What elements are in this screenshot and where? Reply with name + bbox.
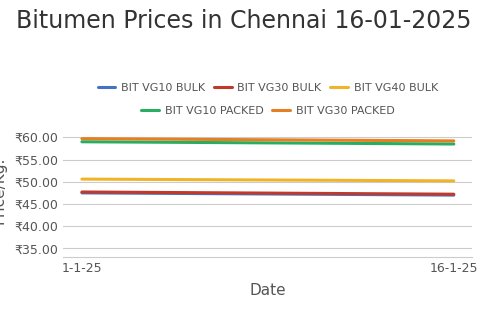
X-axis label: Date: Date — [249, 283, 286, 299]
Text: Bitumen Prices in Chennai 16-01-2025: Bitumen Prices in Chennai 16-01-2025 — [16, 9, 471, 33]
Legend: BIT VG10 PACKED, BIT VG30 PACKED: BIT VG10 PACKED, BIT VG30 PACKED — [137, 102, 399, 121]
Y-axis label: Price/Kg.: Price/Kg. — [0, 157, 6, 224]
